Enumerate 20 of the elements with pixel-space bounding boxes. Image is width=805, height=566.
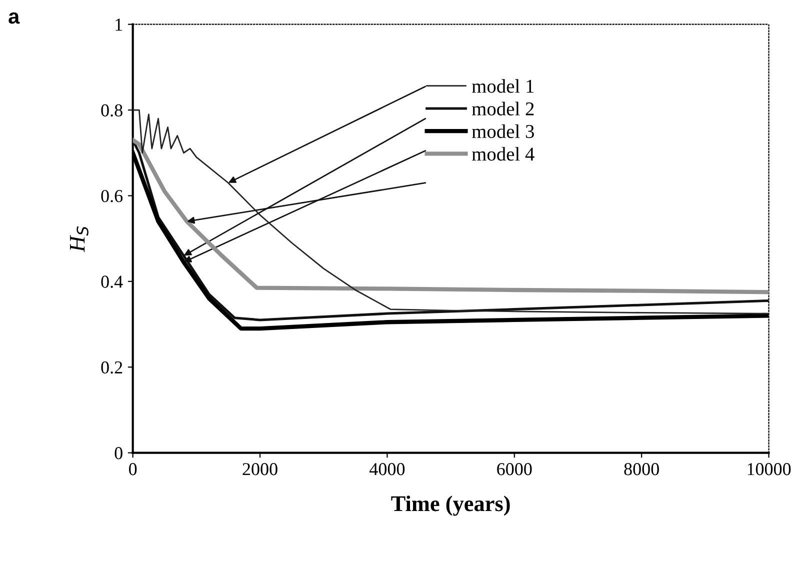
y-tick-label: 1 bbox=[116, 18, 122, 31]
line-series bbox=[132, 138, 769, 294]
y-tick-label: 0.4 bbox=[101, 276, 123, 288]
y-tick-label: 0.6 bbox=[101, 190, 123, 202]
legend-label: model 3 bbox=[472, 124, 534, 138]
y-tick-label: 0 bbox=[114, 447, 122, 460]
y-tick-label: 0.2 bbox=[101, 361, 122, 374]
y-axis-title: H$_{S}$ bbox=[70, 226, 88, 252]
legend-label: model 4 bbox=[472, 147, 534, 161]
x-tick-label: 0 bbox=[129, 463, 137, 476]
x-axis-title: Time (years) bbox=[391, 496, 510, 516]
text: a bbox=[8, 12, 20, 24]
x-tick-label: 2000 bbox=[242, 463, 278, 476]
x-tick-label: 8000 bbox=[624, 463, 659, 476]
legend-label: model 2 bbox=[472, 102, 534, 116]
legend-label: model 1 bbox=[472, 79, 534, 93]
x-tick-label: 6000 bbox=[497, 463, 532, 476]
y-tick-label: 0.8 bbox=[101, 104, 122, 117]
x-tick-label: 10000 bbox=[748, 463, 791, 476]
x-tick-label: 4000 bbox=[370, 463, 405, 476]
